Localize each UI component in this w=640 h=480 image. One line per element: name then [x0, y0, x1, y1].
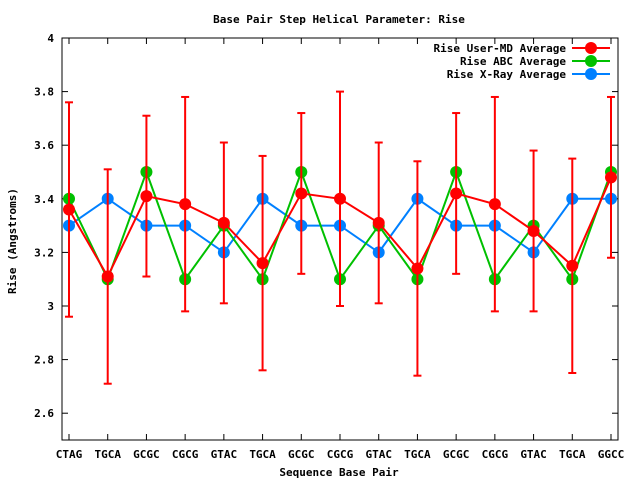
legend-label: Rise X-Ray Average: [447, 68, 567, 81]
y-tick-label: 2.8: [34, 354, 54, 367]
data-point: [450, 187, 463, 200]
x-tick-label: CGCG: [172, 448, 199, 461]
x-tick-label: TGCA: [559, 448, 586, 461]
x-tick-label: GCGC: [443, 448, 470, 461]
x-tick-label: CGCG: [482, 448, 509, 461]
data-point: [488, 198, 501, 211]
y-tick-label: 4: [47, 32, 54, 45]
data-point: [566, 259, 579, 272]
chart-title: Base Pair Step Helical Parameter: Rise: [213, 13, 465, 26]
y-tick-label: 3.4: [34, 193, 54, 206]
data-point: [217, 216, 230, 229]
data-point: [372, 216, 385, 229]
x-tick-label: GTAC: [365, 448, 392, 461]
y-tick-label: 3.6: [34, 139, 54, 152]
y-tick-label: 3: [47, 300, 54, 313]
x-tick-label: TGCA: [249, 448, 276, 461]
data-point: [527, 224, 540, 237]
data-point: [256, 257, 269, 270]
x-tick-label: GCGC: [288, 448, 315, 461]
x-tick-label: GCGC: [133, 448, 160, 461]
x-tick-label: CTAG: [56, 448, 83, 461]
x-tick-label: GGCC: [598, 448, 625, 461]
y-axis-label: Rise (Angstroms): [6, 188, 19, 294]
data-point: [179, 198, 192, 211]
plot-area: 4 3.8 3.6 3.4 3.2 3 2.8 2.6 CTAG TGCA GCGC CGCG GTAC…: [34, 32, 624, 461]
x-tick-label: GTAC: [211, 448, 238, 461]
x-tick-label: TGCA: [94, 448, 121, 461]
series-0: [63, 90, 617, 385]
legend-label: Rise ABC Average: [460, 55, 566, 68]
y-tick-label: 2.6: [34, 407, 54, 420]
legend-swatch-marker: [585, 42, 597, 54]
x-tick-label: TGCA: [404, 448, 431, 461]
legend-swatch-marker: [585, 68, 597, 80]
data-point: [295, 187, 308, 200]
data-point: [605, 171, 617, 184]
data-point: [334, 192, 346, 205]
legend-label: Rise User-MD Average: [434, 42, 567, 55]
y-tick-label: 3.8: [34, 86, 54, 99]
data-point: [63, 203, 75, 216]
x-tick-label: GTAC: [520, 448, 547, 461]
data-point: [411, 262, 424, 275]
data-point: [101, 270, 114, 283]
data-point: [140, 190, 153, 203]
y-tick-label: 3.2: [34, 246, 54, 259]
x-axis-label: Sequence Base Pair: [279, 466, 399, 479]
legend-swatch-marker: [585, 55, 597, 67]
x-tick-label: CGCG: [327, 448, 354, 461]
